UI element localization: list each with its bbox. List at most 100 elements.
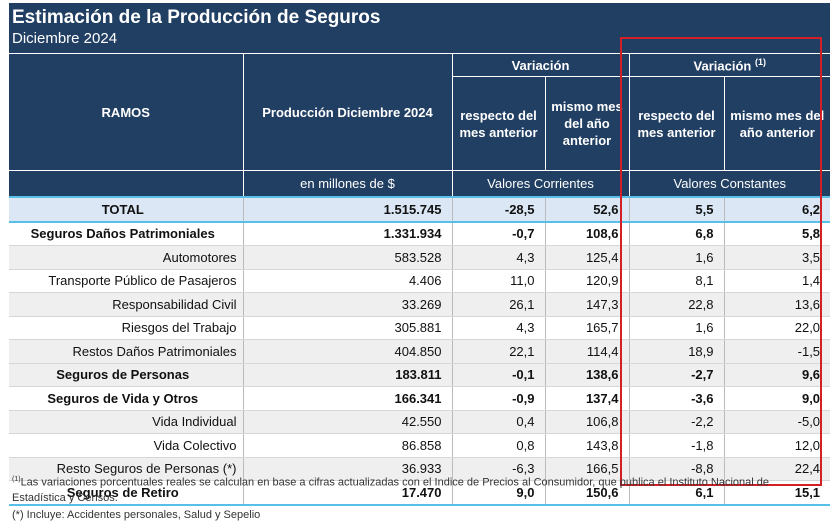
production-table: Estimación de la Producción de Seguros D…	[9, 3, 831, 506]
row-var-month: 9,0	[451, 480, 545, 506]
row-label: TOTAL	[9, 196, 243, 223]
row-real-month: -2,2	[628, 410, 724, 434]
units-empty-cell	[9, 170, 243, 197]
units-label: en millones de $	[242, 170, 452, 197]
row-var-year: 52,6	[544, 196, 629, 223]
row-real-month: 6,8	[628, 221, 724, 246]
row-production: 1.515.745	[242, 196, 452, 223]
row-real-year: 13,6	[723, 292, 831, 317]
row-real-year: 9,6	[723, 363, 831, 387]
row-var-month: 0,8	[451, 433, 545, 458]
row-var-year: 120,9	[544, 269, 629, 293]
row-var-month: 11,0	[451, 269, 545, 293]
row-var-year: 150,6	[544, 480, 629, 506]
row-real-year: 5,8	[723, 221, 831, 246]
highlight-box	[620, 37, 822, 486]
row-real-year: 12,0	[723, 433, 831, 458]
row-var-year: 147,3	[544, 292, 629, 317]
row-production: 1.331.934	[242, 221, 452, 246]
table-row: Riesgos del Trabajo 305.881 4,3 165,7 1,…	[9, 316, 831, 340]
row-real-month: -3,6	[628, 386, 724, 411]
row-var-month: -0,9	[451, 386, 545, 411]
row-real-year: -5,0	[723, 410, 831, 434]
header-mismo-mes-corriente: mismo mes del año anterior	[544, 76, 629, 171]
row-production: 183.811	[242, 363, 452, 387]
row-var-year: 143,8	[544, 433, 629, 458]
row-var-year: 114,4	[544, 339, 629, 364]
row-production: 17.470	[242, 480, 452, 506]
table-row: Seguros de Retiro 17.470 9,0 150,6 6,1 1…	[9, 480, 831, 506]
row-production: 42.550	[242, 410, 452, 434]
row-var-year: 125,4	[544, 245, 629, 270]
row-var-year: 137,4	[544, 386, 629, 411]
row-production: 404.850	[242, 339, 452, 364]
row-label: Seguros de Vida y Otros	[9, 386, 243, 411]
row-real-month: -1,8	[628, 433, 724, 458]
row-real-month: 8,1	[628, 269, 724, 293]
row-real-year: -1,5	[723, 339, 831, 364]
row-var-month: 22,1	[451, 339, 545, 364]
row-production: 36.933	[242, 457, 452, 481]
row-label: Restos Daños Patrimoniales	[9, 339, 243, 364]
row-var-month: 0,4	[451, 410, 545, 434]
row-real-month: 22,8	[628, 292, 724, 317]
row-label: Seguros de Retiro	[9, 480, 243, 506]
page-subtitle: Diciembre 2024	[12, 30, 118, 47]
page-title: Estimación de la Producción de Seguros	[12, 7, 381, 28]
table-row: TOTAL 1.515.745 -28,5 52,6 5,5 6,2	[9, 196, 831, 223]
row-var-month: -6,3	[451, 457, 545, 481]
header-respecto-real: respecto del mes anterior	[628, 76, 724, 171]
row-real-month: 18,9	[628, 339, 724, 364]
row-var-month: -0,1	[451, 363, 545, 387]
row-production: 86.858	[242, 433, 452, 458]
row-real-year: 3,5	[723, 245, 831, 270]
table-row: Seguros de Vida y Otros 166.341 -0,9 137…	[9, 386, 831, 411]
header-mismo-mes-real: mismo mes del año anterior	[723, 76, 831, 171]
row-real-month: -8,8	[628, 457, 724, 481]
row-label: Seguros de Personas	[9, 363, 243, 387]
row-label: Riesgos del Trabajo	[9, 316, 243, 340]
row-label: Resto Seguros de Personas (*)	[9, 457, 243, 481]
header-variacion-real: Variación (1)	[628, 53, 831, 77]
row-label: Vida Colectivo	[9, 433, 243, 458]
row-var-year: 106,8	[544, 410, 629, 434]
row-production: 33.269	[242, 292, 452, 317]
footnote-2: (*) Incluye: Accidentes personales, Salu…	[12, 509, 261, 521]
row-real-month: 1,6	[628, 245, 724, 270]
row-var-month: -28,5	[451, 196, 545, 223]
row-real-year: 22,0	[723, 316, 831, 340]
row-label: Responsabilidad Civil	[9, 292, 243, 317]
header-variacion-real-sup: (1)	[754, 56, 766, 67]
table-row: Responsabilidad Civil 33.269 26,1 147,3 …	[9, 292, 831, 317]
row-real-year: 6,2	[723, 196, 831, 223]
row-label: Vida Individual	[9, 410, 243, 434]
table-row: Automotores 583.528 4,3 125,4 1,6 3,5	[9, 245, 831, 270]
header-respecto-corriente: respecto del mes anterior	[451, 76, 545, 171]
header-produccion: Producción Diciembre 2024	[242, 53, 452, 171]
row-real-month: 5,5	[628, 196, 724, 223]
table-row: Seguros Daños Patrimoniales 1.331.934 -0…	[9, 221, 831, 246]
table-row: Vida Individual 42.550 0,4 106,8 -2,2 -5…	[9, 410, 831, 434]
table-row: Resto Seguros de Personas (*) 36.933 -6,…	[9, 457, 831, 481]
row-production: 4.406	[242, 269, 452, 293]
row-var-month: 4,3	[451, 245, 545, 270]
row-label: Automotores	[9, 245, 243, 270]
header-variacion-corriente: Variación	[451, 53, 629, 77]
row-var-month: 26,1	[451, 292, 545, 317]
row-var-year: 166,5	[544, 457, 629, 481]
row-label: Seguros Daños Patrimoniales	[9, 221, 243, 246]
row-production: 166.341	[242, 386, 452, 411]
row-var-year: 165,7	[544, 316, 629, 340]
title-banner: Estimación de la Producción de Seguros D…	[9, 3, 831, 54]
footnote-1-text: Las variaciones porcentuales reales se c…	[12, 476, 769, 504]
table-row: Restos Daños Patrimoniales 404.850 22,1 …	[9, 339, 831, 364]
row-production: 583.528	[242, 245, 452, 270]
table-row: Seguros de Personas 183.811 -0,1 138,6 -…	[9, 363, 831, 387]
header-variacion-real-label: Variación	[693, 58, 752, 74]
row-real-year: 22,4	[723, 457, 831, 481]
header-ramos: RAMOS	[9, 53, 243, 171]
valores-constantes-label: Valores Constantes	[628, 170, 831, 197]
footnote-1-mark: (1)	[12, 476, 21, 483]
table-row: Transporte Público de Pasajeros 4.406 11…	[9, 269, 831, 293]
row-var-year: 138,6	[544, 363, 629, 387]
